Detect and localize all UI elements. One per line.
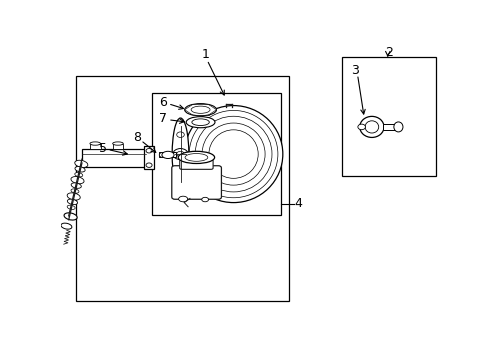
Text: 2: 2 xyxy=(384,46,392,59)
Text: 6: 6 xyxy=(159,96,166,109)
Bar xyxy=(383,123,398,130)
Ellipse shape xyxy=(159,152,166,157)
Bar xyxy=(159,152,175,157)
Ellipse shape xyxy=(146,163,152,167)
Bar xyxy=(143,146,154,169)
Text: 3: 3 xyxy=(350,64,358,77)
Ellipse shape xyxy=(184,105,282,203)
Ellipse shape xyxy=(172,118,188,190)
Text: 5: 5 xyxy=(99,142,106,155)
Ellipse shape xyxy=(178,151,214,163)
Ellipse shape xyxy=(173,149,188,159)
Ellipse shape xyxy=(176,132,184,138)
Bar xyxy=(90,144,101,149)
Ellipse shape xyxy=(67,193,80,200)
Ellipse shape xyxy=(186,117,215,128)
Ellipse shape xyxy=(365,121,378,133)
Text: 4: 4 xyxy=(293,198,301,211)
Bar xyxy=(76,76,288,301)
Ellipse shape xyxy=(71,189,79,193)
Bar xyxy=(112,144,123,149)
FancyBboxPatch shape xyxy=(180,159,213,169)
Ellipse shape xyxy=(67,205,75,210)
Ellipse shape xyxy=(202,197,208,202)
Ellipse shape xyxy=(61,223,72,229)
Ellipse shape xyxy=(162,151,174,158)
Ellipse shape xyxy=(75,160,88,167)
Ellipse shape xyxy=(112,142,123,145)
Ellipse shape xyxy=(67,199,78,204)
Ellipse shape xyxy=(64,213,77,220)
Bar xyxy=(152,93,280,215)
Ellipse shape xyxy=(71,183,81,188)
Ellipse shape xyxy=(90,142,101,145)
Ellipse shape xyxy=(146,149,152,153)
Text: 8: 8 xyxy=(133,131,141,144)
Ellipse shape xyxy=(359,116,383,138)
Ellipse shape xyxy=(184,104,216,116)
Bar xyxy=(341,57,435,176)
Ellipse shape xyxy=(71,176,84,184)
Ellipse shape xyxy=(357,124,365,130)
Text: 7: 7 xyxy=(159,112,166,125)
Text: 1: 1 xyxy=(201,48,209,61)
FancyBboxPatch shape xyxy=(171,166,221,199)
Bar xyxy=(82,149,146,167)
Ellipse shape xyxy=(75,172,82,177)
Ellipse shape xyxy=(176,171,184,176)
Ellipse shape xyxy=(191,119,209,126)
Ellipse shape xyxy=(178,196,187,202)
Ellipse shape xyxy=(393,122,402,132)
Ellipse shape xyxy=(75,167,85,172)
Ellipse shape xyxy=(176,151,184,157)
